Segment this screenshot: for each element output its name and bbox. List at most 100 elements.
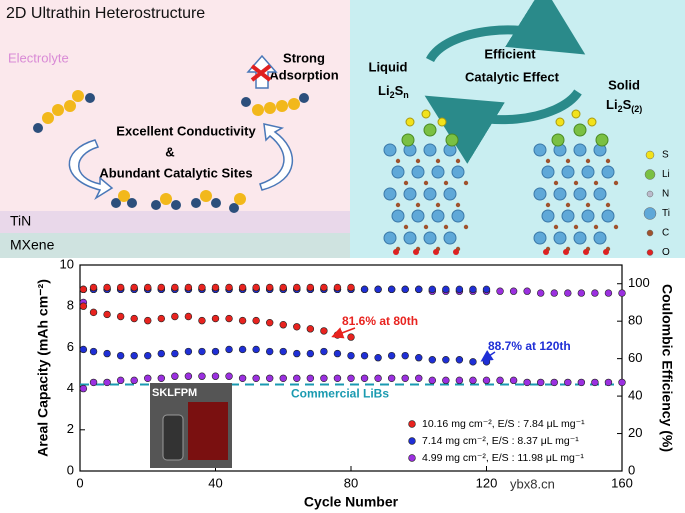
ce-point [401,285,409,294]
capacity-point [225,314,233,323]
capacity-point [536,378,545,387]
ti-atom [533,231,547,245]
li-atom [573,123,587,137]
s-atom [555,117,565,127]
panel-title: 2D Ultrathin Heterostructure [6,5,205,22]
capacity-point [347,333,355,341]
capacity-point [157,349,166,358]
atom-legend-label: O [662,247,670,258]
capacity-point [116,312,125,321]
o-atom [453,249,459,255]
capacity-point [293,349,301,358]
s-atom [437,117,447,127]
atom-legend-marker [646,249,654,256]
capacity-point [157,374,166,382]
ce-point [293,283,301,292]
capacity-point [130,376,138,385]
c-atom [395,158,401,164]
capacity-point [130,314,138,323]
x-axis-label: Cycle Number [304,494,399,510]
capacity-point [455,356,464,364]
x-tick-label: 80 [344,475,358,490]
ti-atom [443,231,457,245]
c-atom [565,158,571,164]
capacity-point [469,376,477,385]
capacity-point [89,347,98,356]
formula-part: n [403,90,409,100]
ce-point [387,285,396,294]
capacity-point [184,347,193,356]
ti-atom [391,209,405,223]
x-tick-label: 160 [611,475,633,490]
liquid-formula: Li2Sn [378,83,409,100]
ti-atom [443,187,457,201]
capacity-point [144,351,152,360]
ti-atom [593,231,607,245]
cycle-arrow [426,0,586,63]
ce-point [482,285,491,294]
c-atom [443,224,449,230]
ce-point [550,289,558,297]
y2-tick-label: 100 [628,275,650,290]
annotation: 88.7% at 120th [488,339,571,353]
ce-point [618,289,626,297]
ce-point [604,289,613,297]
ti-atom [573,143,587,157]
capacity-point [79,345,88,354]
atom-legend-marker [644,169,656,180]
c-atom [613,224,619,230]
capacity-point [198,316,206,325]
y-axis-label: Areal Capacity (mAh cm⁻²) [35,279,51,457]
legend-marker [408,437,416,445]
capacity-point [279,347,287,356]
capacity-point [79,384,88,393]
y2-tick-label: 80 [628,313,642,328]
c-atom [593,180,599,186]
capacity-point [252,374,260,382]
polysulfide-chain [33,90,309,213]
o-atom [583,249,589,255]
ti-atom [431,209,445,223]
capacity-point [79,302,88,310]
ti-atom [581,209,595,223]
capacity-point [198,347,206,356]
capacity-point [103,349,111,358]
capacity-point [238,316,247,325]
crystal-structures [383,109,619,255]
y-tick-label: 4 [67,380,74,395]
curved-arrow [68,139,114,201]
capacity-point [333,374,342,382]
capacity-point [347,374,355,382]
capacity-point [415,354,423,362]
y2-tick-label: 20 [628,425,642,440]
c-atom [463,180,469,186]
y2-axis-label: Coulombic Efficiency (%) [659,284,675,452]
ti-atom [601,165,615,179]
capacity-point [577,378,586,387]
capacity-point [591,378,599,387]
c-atom [455,202,461,208]
ce-point [509,287,518,295]
capacity-point [523,378,531,387]
capacity-point [184,372,193,380]
ti-atom [573,231,587,245]
ti-atom [383,231,397,245]
atom-legend-label: Li [662,169,670,180]
ce-point [266,283,274,292]
capacity-point [401,351,409,360]
capacity-point [428,356,436,364]
formula-part: Li [378,83,390,98]
ce-point [564,289,572,297]
s-atom [571,109,581,119]
formula-part: Li [606,97,618,112]
ce-point [184,283,193,292]
tin-label: TiN [10,213,31,229]
capacity-point [252,316,260,325]
legend-marker [408,420,416,428]
ce-point [103,283,111,292]
capacity-point [238,374,247,382]
atom-legend-label: S [662,150,669,161]
x-tick-label: 0 [76,475,83,490]
ce-point [306,283,315,292]
capacity-point [266,374,274,382]
